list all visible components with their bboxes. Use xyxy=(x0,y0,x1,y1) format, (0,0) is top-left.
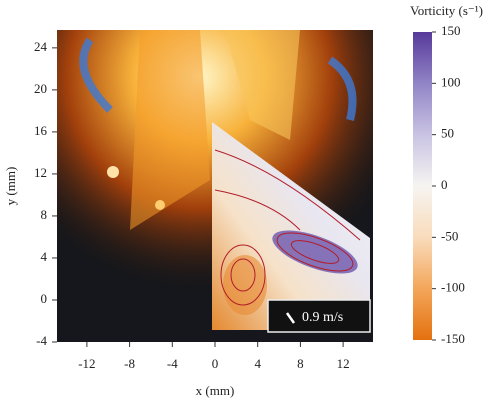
x-tick-label: -4 xyxy=(167,356,178,371)
colorbar-tick-label: -50 xyxy=(441,228,458,243)
colorbar xyxy=(413,32,432,340)
colorbar-tick-label: 50 xyxy=(441,126,454,141)
y-axis-label: y (mm) xyxy=(3,167,18,206)
colorbar-tick-label: -100 xyxy=(441,280,465,295)
x-tick-label: 0 xyxy=(212,356,219,371)
scale-box: 0.9 m/s xyxy=(267,299,371,333)
y-tick-label: 20 xyxy=(34,81,47,96)
y-tick-label: 0 xyxy=(41,291,48,306)
colorbar-tick-label: 150 xyxy=(441,23,461,38)
y-tick-label: 4 xyxy=(41,249,48,264)
colorbar-tick-label: -150 xyxy=(441,331,465,346)
colorbar-tick-label: 0 xyxy=(441,177,448,192)
y-tick-label: 16 xyxy=(34,123,48,138)
y-tick-label: 24 xyxy=(34,39,48,54)
y-tick-label: 8 xyxy=(41,207,48,222)
x-tick-label: -12 xyxy=(78,356,95,371)
scale-label: 0.9 m/s xyxy=(302,310,343,325)
x-axis-label: x (mm) xyxy=(196,383,235,398)
x-tick-label: 12 xyxy=(337,356,350,371)
x-tick-label: -8 xyxy=(124,356,135,371)
x-tick-label: 8 xyxy=(297,356,304,371)
colorbar-tick-label: 100 xyxy=(441,74,461,89)
y-tick-label: 12 xyxy=(34,165,47,180)
x-tick-label: 4 xyxy=(254,356,261,371)
velocity-overlay xyxy=(212,122,370,330)
y-tick-label: -4 xyxy=(36,333,47,348)
colorbar-label: Vorticity (s⁻¹) xyxy=(410,3,483,18)
